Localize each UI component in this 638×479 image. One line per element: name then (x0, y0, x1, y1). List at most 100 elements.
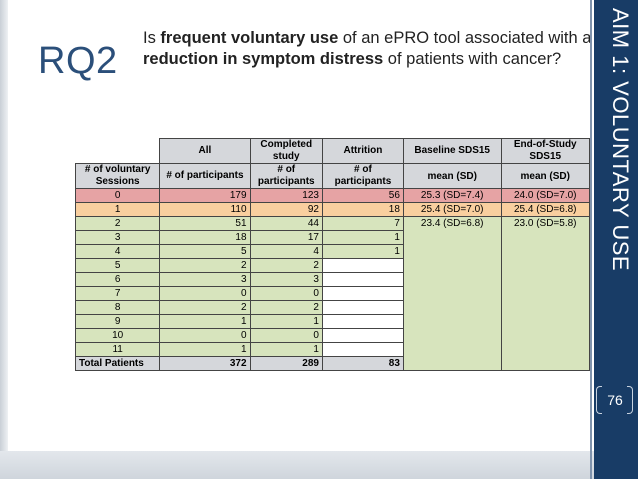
voluntary-use-table: All Completed study Attrition Baseline S… (74, 138, 590, 371)
cell-all: 18 (159, 230, 251, 245)
page-bracket-right (627, 386, 633, 414)
cell-completed: 0 (249, 328, 323, 343)
cell-completed: 92 (249, 202, 323, 217)
table-row: 1 110 92 18 25.4 (SD=7.0) 25.4 (SD=6.8) (74, 202, 590, 217)
cell-end (500, 272, 590, 287)
rq-label: RQ2 (38, 40, 118, 82)
cell-end: 25.4 (SD=6.8) (500, 202, 590, 217)
cell-sessions: 3 (74, 230, 161, 245)
cell-all: 2 (159, 300, 251, 315)
cell-baseline (402, 300, 502, 315)
subheader-completed: # of participants (249, 163, 323, 189)
header-blank-cell (76, 139, 160, 164)
header-row-sub: # of voluntary Sessions # of participant… (74, 163, 590, 189)
cell-baseline (402, 272, 502, 287)
cell-all: 1 (159, 314, 251, 329)
cell-end: 23.0 (SD=5.8) (500, 216, 590, 231)
cell-total-label: Total Patients (74, 356, 161, 371)
cell-completed: 123 (249, 188, 323, 203)
cell-end (500, 244, 590, 259)
bottom-bar (0, 451, 594, 479)
header-end: End-of-Study SDS15 (500, 138, 590, 164)
cell-attrition: 1 (321, 230, 404, 245)
subheader-attrition: # of participants (321, 163, 404, 189)
cell-end (500, 314, 590, 329)
cell-sessions: 11 (74, 342, 161, 357)
cell-all: 179 (159, 188, 251, 203)
cell-baseline: 23.4 (SD=6.8) (402, 216, 502, 231)
cell-baseline: 25.3 (SD=7.4) (402, 188, 502, 203)
page-bracket-left (596, 386, 602, 414)
subheader-baseline: mean (SD) (402, 163, 502, 189)
cell-total-all: 372 (159, 356, 251, 371)
cell-sessions: 8 (74, 300, 161, 315)
page-number: 76 (607, 392, 623, 408)
cell-sessions: 4 (74, 244, 161, 259)
cell-sessions: 5 (74, 258, 161, 273)
table-row: 3 18 17 1 (74, 230, 590, 245)
cell-baseline (402, 286, 502, 301)
cell-total-baseline (402, 356, 502, 371)
cell-all: 110 (159, 202, 251, 217)
cell-end (500, 286, 590, 301)
cell-attrition (321, 342, 404, 357)
cell-attrition: 7 (321, 216, 404, 231)
side-title: AIM 1: VOLUNTARY USE (608, 8, 633, 272)
header-row-top: All Completed study Attrition Baseline S… (76, 138, 590, 164)
left-gradient-bar (0, 0, 8, 479)
cell-all: 2 (159, 258, 251, 273)
cell-total-attrition: 83 (321, 356, 404, 371)
cell-total-completed: 289 (249, 356, 323, 371)
right-sidebar (594, 0, 638, 479)
cell-all: 5 (159, 244, 251, 259)
cell-attrition (321, 272, 404, 287)
subheader-sessions: # of voluntary Sessions (74, 163, 161, 189)
subheader-all: # of participants (159, 163, 251, 189)
cell-completed: 17 (249, 230, 323, 245)
cell-baseline (402, 314, 502, 329)
cell-all: 3 (159, 272, 251, 287)
cell-end (500, 300, 590, 315)
cell-completed: 44 (249, 216, 323, 231)
cell-sessions: 9 (74, 314, 161, 329)
sidebar-divider (590, 0, 592, 479)
cell-end (500, 328, 590, 343)
cell-sessions: 0 (74, 188, 161, 203)
cell-attrition (321, 286, 404, 301)
table-panel: All Completed study Attrition Baseline S… (20, 133, 590, 433)
cell-baseline (402, 244, 502, 259)
cell-baseline (402, 258, 502, 273)
cell-completed: 1 (249, 342, 323, 357)
cell-end (500, 230, 590, 245)
table-row: 0 179 123 56 25.3 (SD=7.4) 24.0 (SD=7.0) (74, 188, 590, 203)
cell-sessions: 7 (74, 286, 161, 301)
cell-completed: 0 (249, 286, 323, 301)
cell-attrition: 56 (321, 188, 404, 203)
subheader-end: mean (SD) (500, 163, 590, 189)
cell-sessions: 1 (74, 202, 161, 217)
cell-sessions: 6 (74, 272, 161, 287)
cell-completed: 4 (249, 244, 323, 259)
cell-baseline (402, 342, 502, 357)
cell-all: 51 (159, 216, 251, 231)
table-row: 2 51 44 7 23.4 (SD=6.8) 23.0 (SD=5.8) (74, 216, 590, 231)
cell-baseline: 25.4 (SD=7.0) (402, 202, 502, 217)
cell-sessions: 2 (74, 216, 161, 231)
cell-attrition: 18 (321, 202, 404, 217)
cell-attrition (321, 314, 404, 329)
cell-attrition: 1 (321, 244, 404, 259)
cell-completed: 3 (249, 272, 323, 287)
cell-sessions: 10 (74, 328, 161, 343)
question-part-3: of patients with cancer? (383, 50, 562, 68)
cell-end (500, 258, 590, 273)
cell-baseline (402, 230, 502, 245)
cell-all: 1 (159, 342, 251, 357)
question-bold-2: reduction in symptom distress (143, 50, 384, 68)
cell-total-end (500, 356, 590, 371)
cell-end: 24.0 (SD=7.0) (500, 188, 590, 203)
